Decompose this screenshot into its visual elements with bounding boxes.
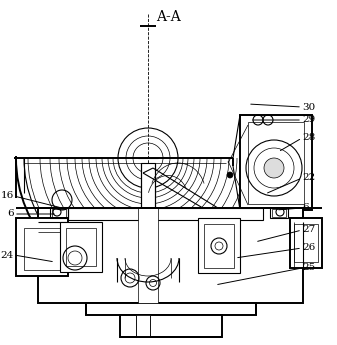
Bar — [290, 218, 322, 268]
Text: 24: 24 — [1, 250, 14, 259]
Bar — [294, 224, 318, 262]
Text: A-A: A-A — [156, 10, 180, 24]
Bar — [270, 208, 288, 218]
Bar — [52, 209, 66, 217]
Bar — [68, 208, 263, 220]
Text: 6: 6 — [7, 209, 14, 218]
Text: 27: 27 — [302, 226, 315, 235]
Text: 26: 26 — [302, 244, 315, 253]
Bar — [141, 163, 155, 243]
Text: 22: 22 — [302, 174, 315, 183]
Bar — [272, 209, 286, 217]
Text: 16: 16 — [1, 191, 14, 200]
Bar — [16, 218, 68, 276]
Bar — [24, 228, 60, 270]
Bar — [136, 315, 150, 337]
Bar — [50, 208, 68, 218]
Circle shape — [227, 172, 233, 178]
Bar — [60, 222, 102, 272]
Bar — [240, 115, 312, 210]
Circle shape — [264, 158, 284, 178]
Text: 30: 30 — [302, 102, 315, 111]
Text: 28: 28 — [302, 134, 315, 142]
Bar — [86, 303, 256, 315]
Bar — [138, 208, 158, 303]
Bar — [66, 228, 96, 266]
Text: 29: 29 — [302, 116, 315, 125]
Bar — [198, 218, 240, 273]
Text: 6: 6 — [302, 204, 309, 213]
Bar — [248, 122, 304, 204]
Text: 25: 25 — [302, 264, 315, 273]
Bar — [38, 208, 303, 303]
Bar — [204, 224, 234, 268]
Bar — [120, 315, 222, 337]
